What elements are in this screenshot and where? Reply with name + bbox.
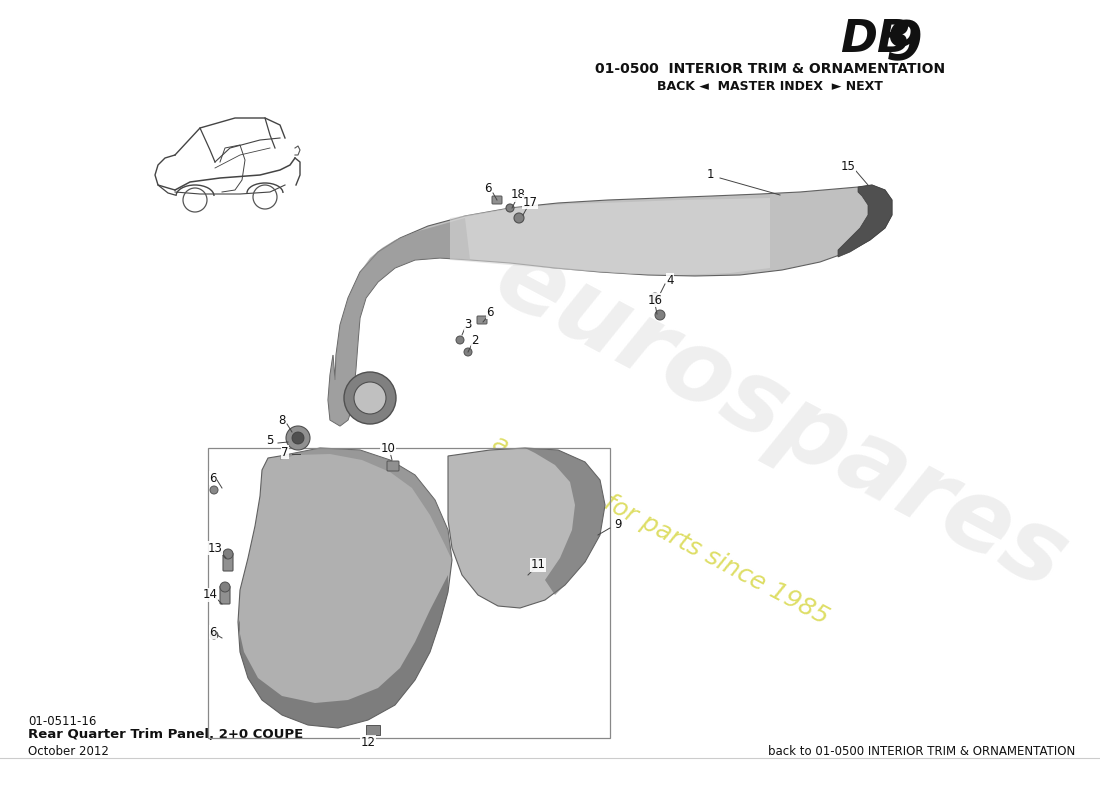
Circle shape [506, 204, 514, 212]
Text: 11: 11 [530, 558, 546, 571]
Polygon shape [450, 198, 770, 275]
Text: 12: 12 [361, 735, 375, 749]
Circle shape [354, 382, 386, 414]
Text: 15: 15 [840, 161, 856, 174]
Polygon shape [448, 448, 605, 608]
Text: eurospares: eurospares [477, 229, 1082, 611]
Circle shape [223, 549, 233, 559]
Text: DB: DB [840, 18, 911, 61]
Text: 8: 8 [278, 414, 286, 426]
Text: 4: 4 [667, 274, 673, 286]
Text: 7: 7 [282, 446, 288, 458]
Circle shape [464, 348, 472, 356]
Circle shape [456, 336, 464, 344]
FancyBboxPatch shape [220, 586, 230, 604]
Text: Rear Quarter Trim Panel, 2+0 COUPE: Rear Quarter Trim Panel, 2+0 COUPE [28, 728, 304, 741]
Polygon shape [238, 448, 452, 728]
Circle shape [286, 426, 310, 450]
Circle shape [292, 432, 304, 444]
Polygon shape [328, 185, 892, 426]
Polygon shape [328, 218, 470, 426]
FancyBboxPatch shape [387, 461, 399, 471]
Text: 6: 6 [484, 182, 492, 194]
Text: 2: 2 [471, 334, 478, 346]
Text: back to 01-0500 INTERIOR TRIM & ORNAMENTATION: back to 01-0500 INTERIOR TRIM & ORNAMENT… [768, 745, 1075, 758]
Circle shape [220, 582, 230, 592]
Circle shape [650, 293, 660, 303]
Text: 14: 14 [202, 589, 218, 602]
Polygon shape [525, 448, 605, 595]
Polygon shape [238, 575, 448, 728]
Text: 13: 13 [208, 542, 222, 554]
Text: 5: 5 [266, 434, 274, 446]
Text: October 2012: October 2012 [28, 745, 109, 758]
Text: 1: 1 [706, 169, 714, 182]
Text: 01-0500  INTERIOR TRIM & ORNAMENTATION: 01-0500 INTERIOR TRIM & ORNAMENTATION [595, 62, 945, 76]
Text: 17: 17 [522, 195, 538, 209]
Text: 01-0511-16: 01-0511-16 [28, 715, 97, 728]
FancyBboxPatch shape [492, 196, 502, 204]
Text: a passion for parts since 1985: a passion for parts since 1985 [487, 430, 833, 630]
Text: 6: 6 [209, 471, 217, 485]
Text: 6: 6 [486, 306, 494, 318]
Circle shape [210, 486, 218, 494]
Text: 6: 6 [209, 626, 217, 638]
Text: 10: 10 [381, 442, 395, 454]
Text: 18: 18 [510, 189, 526, 202]
Circle shape [514, 213, 524, 223]
Polygon shape [838, 185, 892, 257]
Text: 3: 3 [464, 318, 472, 331]
FancyBboxPatch shape [477, 316, 487, 324]
Text: 9: 9 [886, 18, 923, 70]
Text: 9: 9 [614, 518, 622, 531]
FancyBboxPatch shape [223, 553, 233, 571]
Bar [366, 725, 379, 735]
Circle shape [654, 310, 666, 320]
Polygon shape [280, 448, 452, 560]
Text: 16: 16 [648, 294, 662, 306]
Circle shape [344, 372, 396, 424]
Text: BACK ◄  MASTER INDEX  ► NEXT: BACK ◄ MASTER INDEX ► NEXT [657, 80, 883, 93]
Circle shape [210, 631, 218, 639]
Bar [208, 448, 611, 738]
